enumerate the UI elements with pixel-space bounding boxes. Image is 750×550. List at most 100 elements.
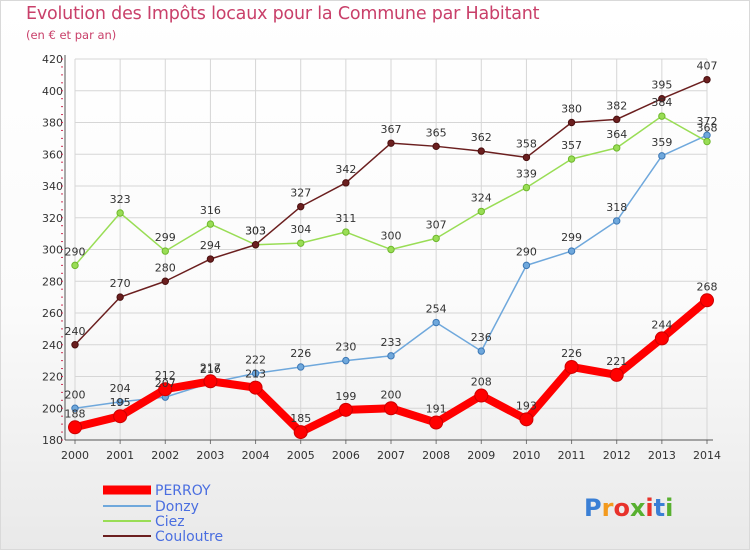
data-label-perroy: 199 xyxy=(335,390,356,403)
data-label-couloutre: 327 xyxy=(290,187,311,200)
x-tick-label: 2009 xyxy=(467,449,495,462)
y-tick-label: 380 xyxy=(42,117,63,130)
data-label-perroy: 191 xyxy=(426,403,447,416)
data-label-ciez: 357 xyxy=(561,139,582,152)
data-point-perroy xyxy=(203,374,218,389)
data-point-perroy xyxy=(564,359,579,374)
data-label-perroy: 208 xyxy=(471,376,492,389)
data-label-donzy: 204 xyxy=(110,382,131,395)
data-label-perroy: 221 xyxy=(606,355,627,368)
x-tick-label: 2008 xyxy=(422,449,450,462)
data-point-ciez xyxy=(297,239,305,247)
data-label-ciez: 364 xyxy=(606,128,627,141)
chart-subtitle: (en € et par an) xyxy=(26,28,117,42)
data-label-perroy: 213 xyxy=(245,368,266,381)
x-tick-label: 2006 xyxy=(332,449,360,462)
data-label-ciez: 304 xyxy=(290,223,311,236)
data-label-perroy: 185 xyxy=(290,412,311,425)
data-label-ciez: 316 xyxy=(200,204,221,217)
data-point-perroy xyxy=(384,401,398,416)
data-point-ciez xyxy=(522,183,531,192)
data-point-ciez xyxy=(703,137,711,146)
data-label-donzy: 359 xyxy=(651,136,672,149)
data-point-perroy xyxy=(519,412,534,427)
x-tick-label: 2004 xyxy=(242,449,270,462)
data-point-perroy xyxy=(654,331,669,346)
data-point-couloutre xyxy=(432,142,440,151)
data-point-donzy xyxy=(116,398,124,406)
data-label-ciez: 303 xyxy=(245,225,266,238)
data-point-couloutre xyxy=(613,115,621,124)
data-point-ciez xyxy=(567,155,576,163)
data-point-ciez xyxy=(387,245,395,254)
data-point-donzy xyxy=(613,217,621,225)
data-point-couloutre xyxy=(477,147,485,155)
data-label-donzy: 372 xyxy=(697,115,718,128)
data-label-ciez: 339 xyxy=(516,168,537,181)
data-point-couloutre xyxy=(206,255,215,263)
data-label-couloutre: 380 xyxy=(561,103,582,116)
x-tick-label: 2002 xyxy=(151,449,179,462)
data-point-donzy xyxy=(432,318,440,327)
data-label-perroy: 193 xyxy=(516,399,537,412)
x-tick-label: 2010 xyxy=(512,449,540,462)
x-tick-label: 2011 xyxy=(558,449,586,462)
data-label-ciez: 323 xyxy=(110,193,131,206)
series-lines xyxy=(68,75,714,440)
data-label-donzy: 226 xyxy=(290,347,311,360)
y-tick-label: 340 xyxy=(42,180,63,193)
data-label-couloutre: 395 xyxy=(651,79,672,92)
data-point-perroy xyxy=(609,367,624,382)
data-point-donzy xyxy=(251,369,260,378)
x-tick-label: 2013 xyxy=(648,449,676,462)
data-label-couloutre: 367 xyxy=(381,123,402,136)
data-label-ciez: 384 xyxy=(651,96,672,109)
data-label-perroy: 188 xyxy=(65,407,86,420)
x-tick-label: 2005 xyxy=(287,449,315,462)
data-point-ciez xyxy=(477,207,485,216)
data-point-couloutre xyxy=(251,241,260,249)
data-label-donzy: 230 xyxy=(335,341,356,354)
data-label-couloutre: 240 xyxy=(65,325,86,338)
data-label-ciez: 300 xyxy=(381,230,402,243)
brand-text: Proxiti xyxy=(584,494,673,522)
data-label-donzy: 318 xyxy=(606,201,627,214)
data-point-ciez xyxy=(116,209,124,217)
data-point-ciez xyxy=(658,112,666,120)
data-label-ciez: 299 xyxy=(155,231,176,244)
data-point-donzy xyxy=(567,247,576,255)
data-point-perroy xyxy=(68,420,82,435)
data-point-perroy xyxy=(429,415,444,430)
data-label-donzy: 236 xyxy=(471,331,492,344)
data-label-couloutre: 382 xyxy=(606,99,627,112)
data-label-couloutre: 270 xyxy=(110,277,131,290)
data-label-couloutre: 303 xyxy=(245,225,266,238)
x-tick-label: 2001 xyxy=(106,449,134,462)
y-tick-label: 320 xyxy=(42,212,63,225)
x-tick-label: 2003 xyxy=(196,449,224,462)
data-point-donzy xyxy=(387,352,395,360)
y-tick-label: 260 xyxy=(42,307,63,320)
data-label-perroy: 212 xyxy=(155,369,176,382)
data-label-donzy: 216 xyxy=(200,363,221,376)
data-label-ciez: 290 xyxy=(65,245,86,258)
data-label-ciez: 324 xyxy=(471,191,492,204)
y-tick-label: 280 xyxy=(42,275,63,288)
y-tick-label: 180 xyxy=(42,434,63,447)
data-label-donzy: 207 xyxy=(155,377,176,390)
data-label-ciez: 311 xyxy=(335,212,356,225)
data-point-couloutre xyxy=(658,94,666,103)
legend-label-couloutre: Couloutre xyxy=(155,529,223,545)
data-label-couloutre: 342 xyxy=(335,163,356,176)
data-label-perroy: 217 xyxy=(200,361,221,374)
data-label-ciez: 307 xyxy=(426,218,447,231)
data-label-perroy: 244 xyxy=(651,318,672,331)
data-labels: 188 195 212 217 213 185 199 200 191 208 193 226 221 2… xyxy=(65,60,718,425)
y-tick-label: 220 xyxy=(42,371,63,384)
legend-label-perroy: PERROY xyxy=(155,483,211,499)
data-label-perroy: 268 xyxy=(697,280,718,293)
x-tick-label: 2012 xyxy=(603,449,631,462)
data-point-ciez xyxy=(161,247,169,255)
data-label-donzy: 200 xyxy=(65,388,86,401)
